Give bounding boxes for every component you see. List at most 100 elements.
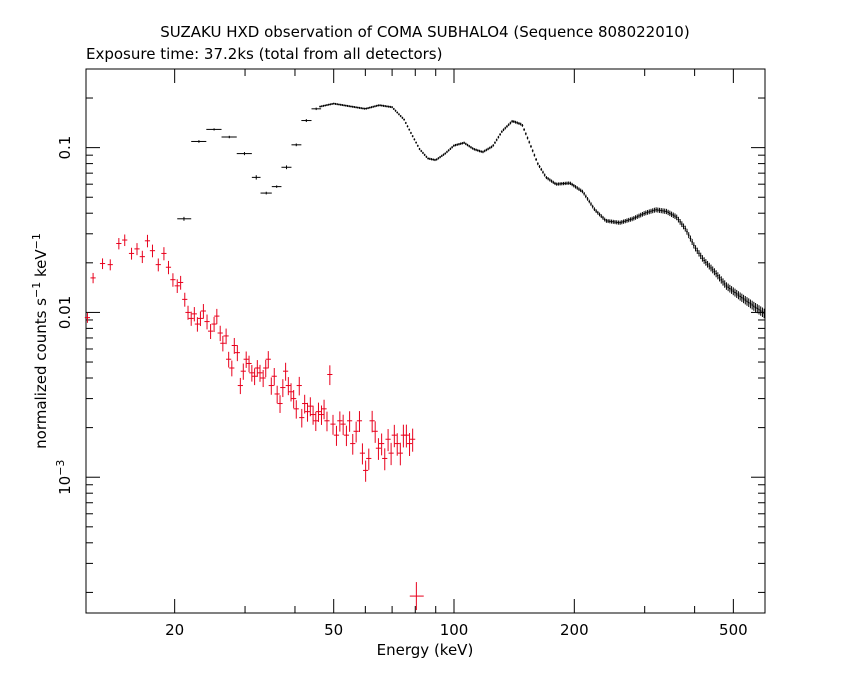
data-point bbox=[315, 402, 322, 422]
data-point bbox=[340, 414, 346, 435]
data-point bbox=[291, 390, 297, 409]
data-point bbox=[368, 106, 371, 109]
data-point bbox=[254, 360, 260, 377]
data-point bbox=[471, 147, 474, 150]
data-point bbox=[557, 182, 560, 186]
data-point bbox=[348, 105, 351, 108]
data-point bbox=[321, 399, 327, 420]
data-point bbox=[177, 216, 192, 221]
data-point bbox=[593, 207, 596, 212]
data-point bbox=[90, 272, 96, 284]
data-point bbox=[531, 149, 534, 153]
data-point bbox=[670, 211, 673, 218]
data-point bbox=[338, 103, 340, 106]
data-point bbox=[476, 149, 479, 152]
data-point bbox=[406, 125, 409, 128]
data-point bbox=[679, 219, 681, 225]
data-point bbox=[350, 433, 356, 455]
data-point bbox=[473, 148, 476, 151]
data-point bbox=[291, 143, 302, 147]
data-point bbox=[170, 273, 176, 287]
x-tick-label: 200 bbox=[560, 621, 589, 639]
data-point bbox=[260, 191, 272, 195]
data-point bbox=[644, 210, 647, 216]
data-point bbox=[488, 146, 491, 150]
data-point-outlier bbox=[409, 582, 424, 611]
data-point bbox=[435, 158, 438, 161]
data-point bbox=[698, 250, 700, 257]
data-point bbox=[403, 118, 405, 121]
data-point bbox=[648, 209, 651, 215]
data-point bbox=[752, 301, 755, 311]
data-point bbox=[677, 216, 680, 223]
data-point bbox=[251, 368, 258, 386]
data-point bbox=[336, 103, 339, 106]
data-point bbox=[639, 212, 642, 218]
data-point bbox=[533, 153, 536, 157]
data-point bbox=[572, 183, 575, 188]
data-point bbox=[761, 307, 764, 317]
x-tick-label: 500 bbox=[719, 621, 748, 639]
data-point bbox=[716, 272, 719, 280]
data-point bbox=[107, 259, 113, 271]
data-point bbox=[194, 317, 200, 332]
data-point bbox=[656, 207, 659, 213]
data-point bbox=[427, 157, 429, 160]
data-point bbox=[343, 425, 349, 447]
data-point bbox=[751, 300, 753, 310]
data-point bbox=[337, 411, 343, 432]
data-point bbox=[251, 175, 261, 180]
data-point bbox=[454, 143, 457, 147]
data-point bbox=[240, 363, 246, 380]
data-point bbox=[629, 217, 632, 222]
data-point bbox=[720, 276, 723, 284]
data-point bbox=[403, 424, 409, 448]
data-point bbox=[759, 306, 762, 316]
data-point bbox=[634, 215, 637, 220]
data-point bbox=[552, 180, 555, 184]
data-point bbox=[730, 286, 733, 294]
data-point bbox=[603, 217, 606, 222]
data-point bbox=[583, 191, 585, 196]
data-point bbox=[754, 302, 757, 313]
data-point bbox=[692, 242, 695, 249]
data-point bbox=[372, 421, 378, 443]
data-point bbox=[439, 155, 441, 159]
data-point bbox=[758, 305, 760, 315]
data-point bbox=[526, 136, 529, 140]
data-point bbox=[711, 266, 714, 274]
data-point bbox=[646, 209, 649, 215]
data-point bbox=[174, 279, 180, 293]
data-point bbox=[499, 133, 501, 136]
data-point bbox=[99, 258, 106, 270]
data-point bbox=[744, 296, 747, 305]
data-point bbox=[84, 312, 91, 323]
data-point bbox=[382, 104, 385, 107]
data-point bbox=[511, 119, 513, 123]
data-point bbox=[459, 142, 462, 145]
data-point bbox=[221, 135, 237, 139]
data-point bbox=[375, 104, 378, 107]
data-point bbox=[223, 328, 229, 345]
data-point bbox=[394, 109, 397, 112]
data-point bbox=[353, 106, 356, 109]
data-point bbox=[566, 181, 568, 185]
data-point bbox=[495, 138, 498, 142]
data-point bbox=[356, 106, 359, 109]
data-point bbox=[682, 223, 685, 230]
data-point bbox=[703, 257, 705, 264]
data-point bbox=[708, 262, 711, 270]
data-point bbox=[410, 428, 416, 452]
data-point bbox=[243, 351, 249, 368]
data-point bbox=[379, 433, 385, 456]
data-point bbox=[734, 288, 736, 297]
data-point bbox=[650, 208, 652, 214]
data-point bbox=[518, 122, 520, 125]
data-point bbox=[451, 146, 453, 149]
data-point bbox=[358, 106, 361, 109]
data-point bbox=[206, 128, 222, 131]
data-point bbox=[521, 124, 524, 127]
data-point bbox=[464, 142, 467, 146]
data-point bbox=[418, 147, 421, 151]
